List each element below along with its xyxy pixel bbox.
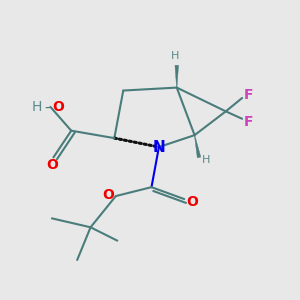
Text: H: H	[171, 51, 179, 62]
Text: O: O	[103, 188, 114, 202]
Text: O: O	[46, 158, 58, 172]
Text: O: O	[52, 100, 64, 114]
Polygon shape	[175, 65, 178, 88]
Text: H: H	[202, 155, 211, 165]
Text: -: -	[45, 99, 50, 114]
Text: F: F	[243, 115, 253, 129]
Text: O: O	[187, 195, 198, 209]
Text: F: F	[243, 88, 253, 102]
Polygon shape	[194, 135, 201, 158]
Text: N: N	[152, 140, 165, 154]
Text: H: H	[32, 100, 42, 114]
